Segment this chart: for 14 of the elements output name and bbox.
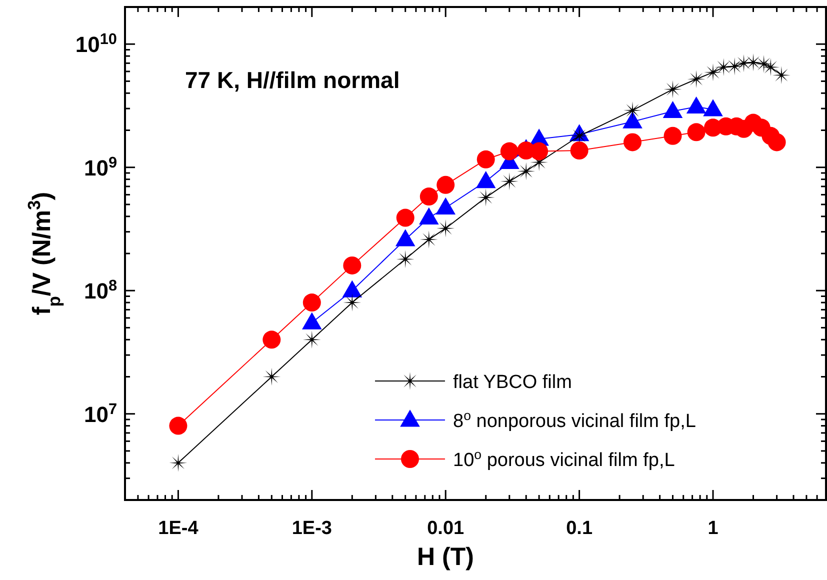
- annotation: 77 K, H//film normal: [185, 67, 400, 93]
- y-tick-label: 10$^{9}$: [84, 154, 117, 180]
- x-axis-title: H (T): [417, 543, 474, 571]
- legend-label: 10$^{o}$ porous vicinal film fp,L: [453, 446, 675, 471]
- x-tick-label: 0.01: [427, 518, 465, 539]
- y-tick-label: 10$^{8}$: [84, 277, 118, 304]
- x-tick-label: 1E-4: [158, 518, 199, 539]
- y-tick-label: 10$^{7}$: [84, 400, 117, 427]
- x-tick-label: 1E-3: [292, 518, 332, 539]
- x-tick-label: 0.1: [566, 518, 593, 539]
- legend-label: 8$^{o}$ nonporous vicinal film fp,L: [453, 408, 696, 432]
- y-tick-label: 10$^{10}$: [75, 30, 117, 58]
- legend-label: flat YBCO film: [453, 372, 572, 393]
- x-tick-label: 1: [708, 518, 719, 539]
